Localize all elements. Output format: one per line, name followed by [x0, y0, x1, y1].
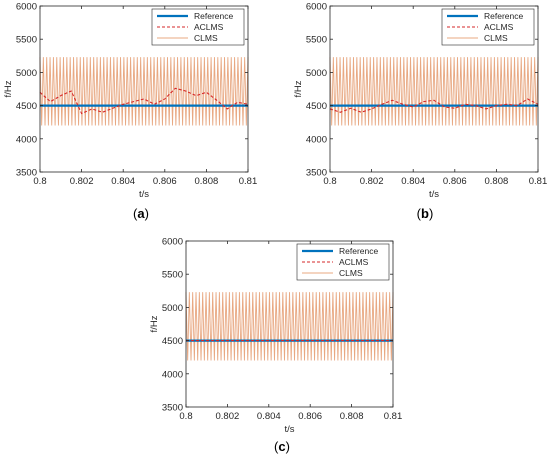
- panel-a-xtick-label: 0.808: [195, 176, 219, 187]
- panel-b-xtick-label: 0.804: [401, 176, 425, 187]
- panel-c-xtick-label: 0.808: [340, 411, 364, 422]
- panel-c-ytick-label: 3500: [162, 403, 183, 414]
- panel-a-series-aclms: [39, 87, 249, 115]
- panel-b-ytick-label: 5500: [306, 35, 327, 46]
- panel-b-ytick-label: 4000: [306, 134, 327, 145]
- panel-b-xlabel: t/s: [429, 189, 439, 200]
- panel-b-xtick-label: 0.8: [323, 176, 336, 187]
- panel-c-xtick-label: 0.802: [216, 411, 240, 422]
- panel-b-ytick-label: 3500: [306, 168, 327, 179]
- panel-a-axes-box: [39, 5, 249, 173]
- panel-b-series-clms: [329, 57, 539, 126]
- panel-c-ytick-label: 5500: [162, 270, 183, 281]
- panel-b-xtick-label: 0.806: [443, 176, 467, 187]
- panel-b-legend-label-clms: CLMS: [484, 33, 508, 43]
- panel-c-xtick-label: 0.81: [384, 411, 403, 422]
- panel-a-ytick-label: 4500: [16, 101, 37, 112]
- panel-a-ytick-label: 3500: [16, 168, 37, 179]
- panel-a-ytick-label: 5500: [16, 35, 37, 46]
- panel-a-caption: (a): [133, 206, 149, 221]
- panel-a-ylabel: f/Hz: [3, 80, 14, 97]
- panel-b-ytick-label: 5000: [306, 68, 327, 79]
- panel-c-caption: (c): [274, 439, 290, 454]
- panel-a-xlabel: t/s: [139, 189, 149, 200]
- panel-a-xtick-label: 0.8: [33, 176, 46, 187]
- panel-c-xtick-label: 0.804: [257, 411, 281, 422]
- panel-b-ytick-label: 4500: [306, 101, 327, 112]
- panel-c-axes-box: [185, 240, 394, 408]
- panel-a-xtick-label: 0.804: [111, 176, 135, 187]
- panel-b-caption: (b): [417, 206, 434, 221]
- panel-b-axes-box: [329, 5, 539, 173]
- panel-c-xtick-label: 0.806: [298, 411, 322, 422]
- panel-c-ytick-label: 6000: [162, 237, 183, 248]
- panel-c-xtick-label: 0.8: [179, 411, 192, 422]
- panel-c-ytick-label: 4500: [162, 336, 183, 347]
- panel-a-xtick-label: 0.81: [239, 176, 258, 187]
- panel-a-ytick-label: 6000: [16, 2, 37, 13]
- panel-c-ylabel: f/Hz: [149, 315, 160, 332]
- panel-c-ytick-label: 4000: [162, 369, 183, 380]
- panel-c-ytick-label: 5000: [162, 303, 183, 314]
- panel-a-xtick-label: 0.802: [70, 176, 94, 187]
- panel-c-xlabel: t/s: [284, 424, 294, 435]
- panel-b-legend-label-reference: Reference: [484, 11, 523, 21]
- panel-b-series-aclms: [329, 98, 539, 113]
- panel-a-series-clms: [39, 57, 249, 126]
- panel-c-legend-label-reference: Reference: [339, 246, 378, 256]
- panel-a-ytick-label: 4000: [16, 134, 37, 145]
- panel-c-legend-label-clms: CLMS: [339, 268, 363, 278]
- panel-b-xtick-label: 0.808: [485, 176, 509, 187]
- panel-c-series-clms: [185, 292, 394, 361]
- panel-b-ylabel: f/Hz: [293, 80, 304, 97]
- panel-b-ytick-label: 6000: [306, 2, 327, 13]
- panel-a-legend-label-clms: CLMS: [194, 33, 218, 43]
- panel-a-ytick-label: 5000: [16, 68, 37, 79]
- panel-c-legend-label-aclms: ACLMS: [339, 257, 369, 267]
- panel-b-legend-label-aclms: ACLMS: [484, 22, 514, 32]
- panel-b-xtick-label: 0.802: [360, 176, 384, 187]
- panel-a-legend-label-reference: Reference: [194, 11, 233, 21]
- panel-a-xtick-label: 0.806: [153, 176, 177, 187]
- panel-a-legend-label-aclms: ACLMS: [194, 22, 224, 32]
- panel-b-xtick-label: 0.81: [529, 176, 548, 187]
